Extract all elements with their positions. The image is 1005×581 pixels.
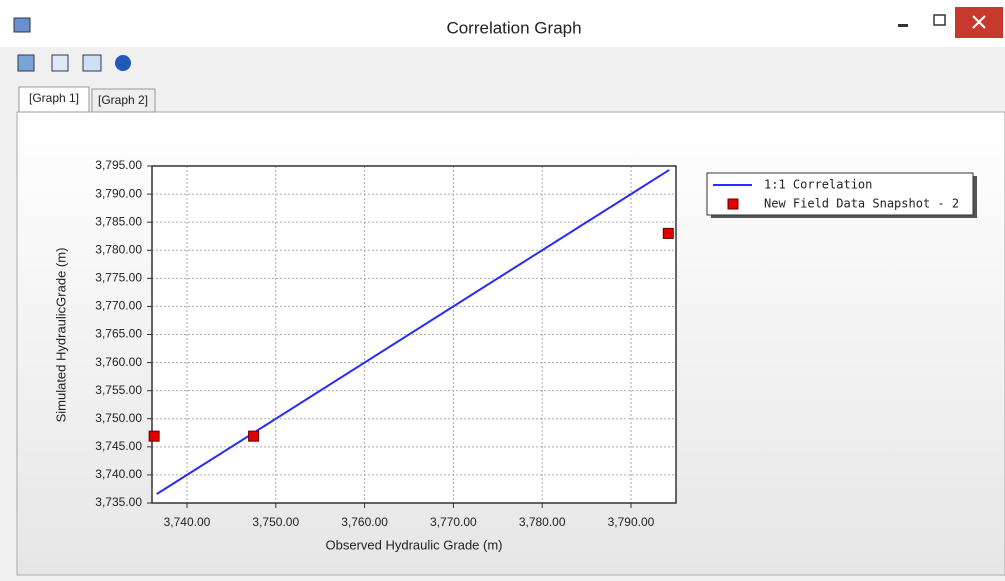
maximize-button[interactable]	[933, 14, 946, 26]
app-icon	[13, 17, 31, 33]
legend	[706, 172, 974, 216]
help-button[interactable]	[115, 55, 131, 71]
y-tick-label: 3,795.00	[95, 158, 142, 172]
x-axis-label: Observed Hydraulic Grade (m)	[326, 537, 503, 552]
y-tick-label: 3,740.00	[95, 467, 142, 481]
tab-label[interactable]: [Graph 2]	[98, 93, 148, 107]
minimize-button[interactable]	[898, 24, 908, 27]
data-point	[248, 430, 260, 442]
x-tick-label: 3,790.00	[608, 515, 655, 529]
preview-button[interactable]	[51, 54, 69, 72]
legend-label: 1:1 Correlation	[764, 178, 872, 192]
y-tick-label: 3,770.00	[95, 299, 142, 313]
legend-marker	[727, 198, 739, 210]
plot-border	[151, 165, 677, 504]
y-tick-label: 3,790.00	[95, 186, 142, 200]
y-tick-label: 3,780.00	[95, 242, 142, 256]
x-tick-label: 3,760.00	[341, 515, 388, 529]
tab[interactable]	[91, 88, 156, 113]
y-tick-label: 3,765.00	[95, 327, 142, 341]
copy-button[interactable]	[17, 54, 35, 72]
y-tick-label: 3,735.00	[95, 495, 142, 509]
data-point	[148, 430, 160, 442]
y-tick-label: 3,755.00	[95, 383, 142, 397]
window-title: Correlation Graph	[446, 18, 581, 37]
tab[interactable]	[18, 86, 90, 113]
title-bar	[0, 0, 1005, 47]
x-tick-label: 3,740.00	[164, 515, 211, 529]
options-button[interactable]	[82, 54, 102, 72]
x-tick-label: 3,780.00	[519, 515, 566, 529]
tab-label[interactable]: [Graph 1]	[29, 91, 79, 105]
y-tick-label: 3,775.00	[95, 271, 142, 285]
y-tick-label: 3,785.00	[95, 214, 142, 228]
legend-label: New Field Data Snapshot - 2	[764, 197, 959, 211]
close-icon	[972, 15, 986, 29]
correlation-line	[156, 169, 670, 495]
y-tick-label: 3,750.00	[95, 411, 142, 425]
y-tick-label: 3,745.00	[95, 439, 142, 453]
x-tick-label: 3,750.00	[252, 515, 299, 529]
x-tick-label: 3,770.00	[430, 515, 477, 529]
y-axis-label: Simulated HydraulicGrade (m)	[53, 248, 68, 423]
data-point	[662, 227, 674, 239]
y-tick-label: 3,760.00	[95, 355, 142, 369]
